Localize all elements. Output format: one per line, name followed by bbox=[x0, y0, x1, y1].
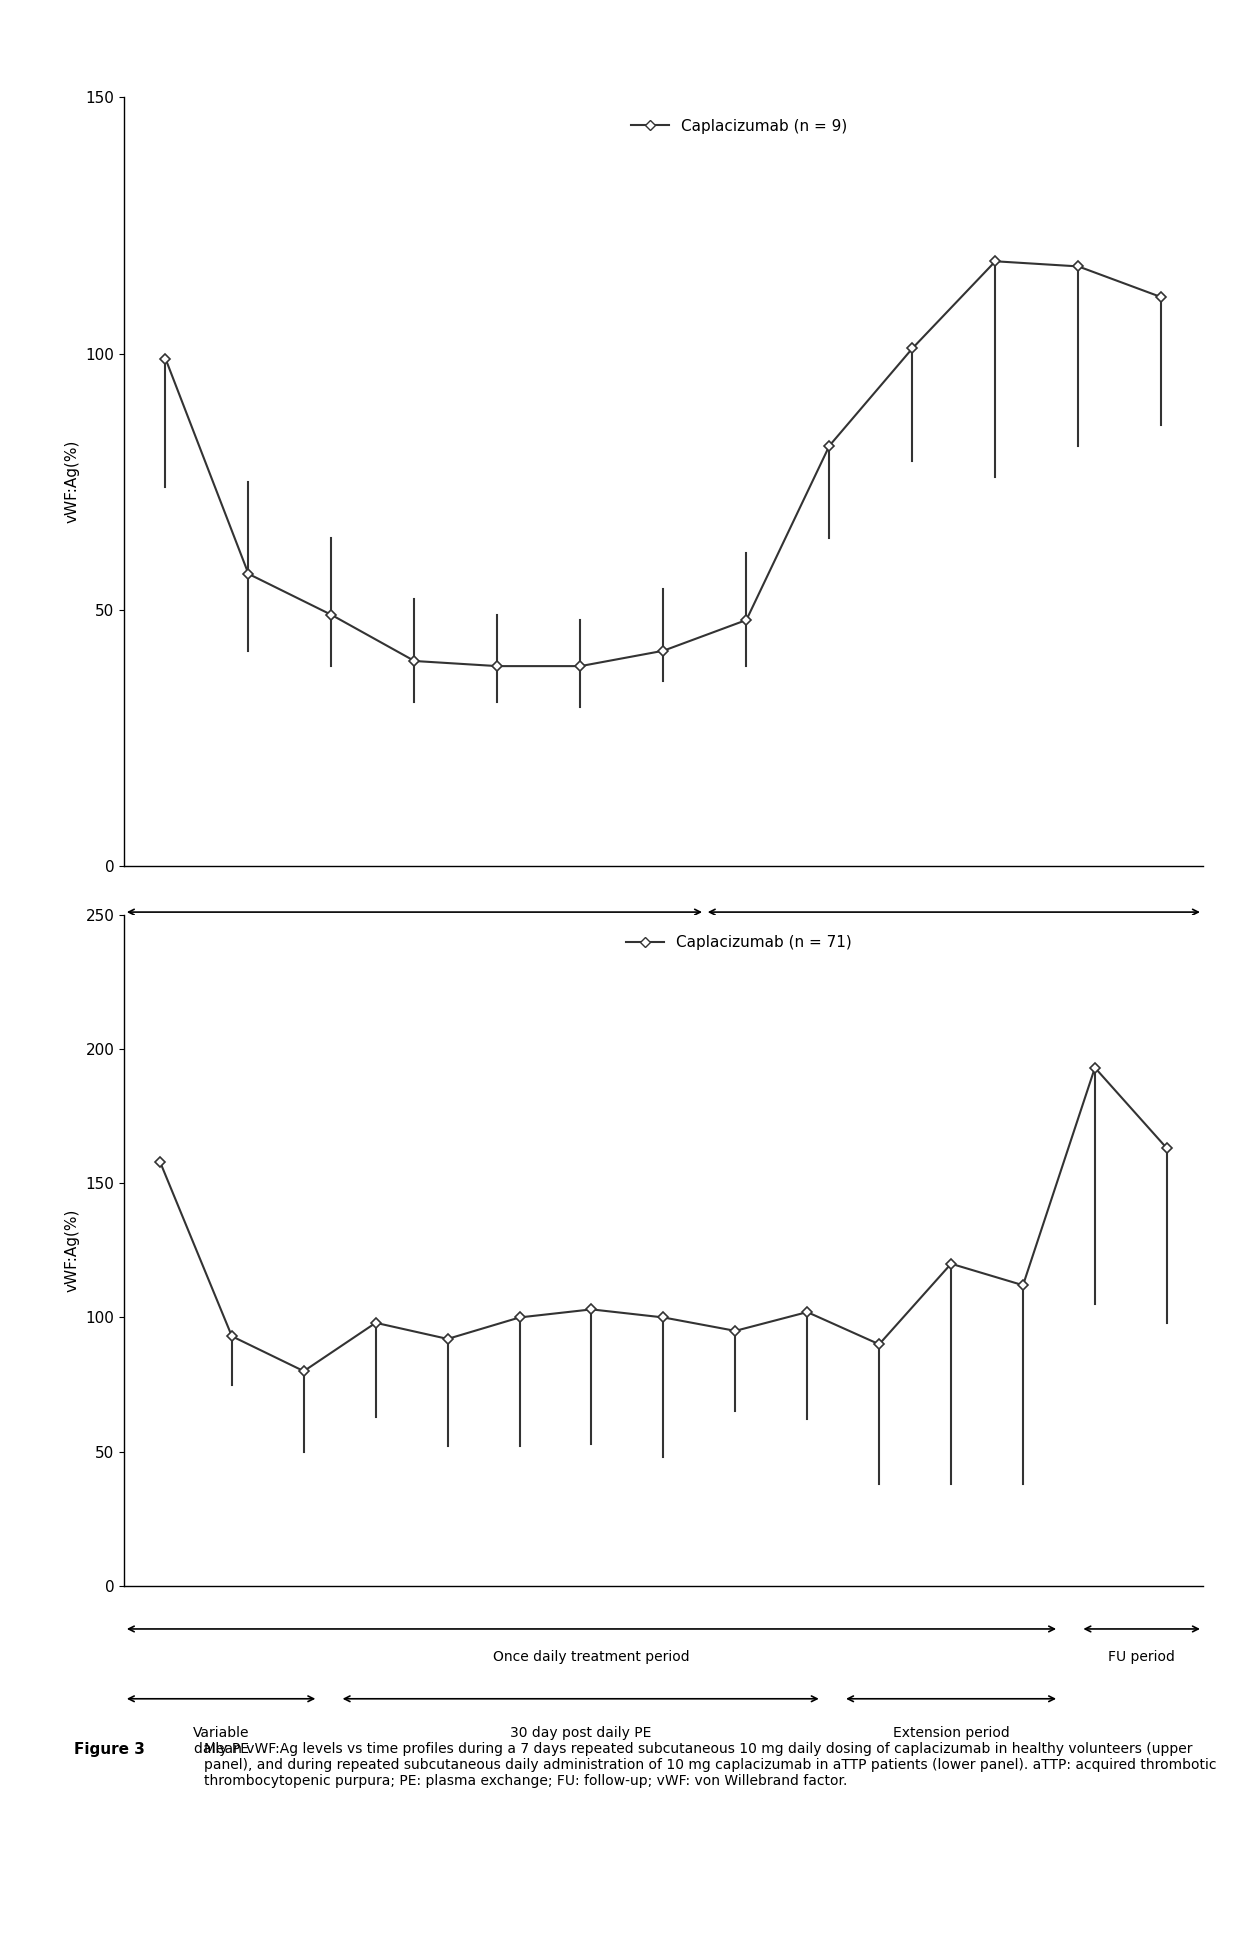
Y-axis label: vWF:Ag(%): vWF:Ag(%) bbox=[64, 1208, 79, 1292]
Text: 30 day post daily PE: 30 day post daily PE bbox=[510, 1726, 651, 1740]
Text: FU period: FU period bbox=[1109, 1650, 1176, 1664]
Text: Mean vWF:Ag levels vs time profiles during a 7 days repeated subcutaneous 10 mg : Mean vWF:Ag levels vs time profiles duri… bbox=[205, 1742, 1216, 1788]
Text: Variable
daily PE: Variable daily PE bbox=[193, 1726, 249, 1755]
Y-axis label: vWF:Ag(%): vWF:Ag(%) bbox=[64, 440, 79, 523]
Legend: Caplacizumab (n = 71): Caplacizumab (n = 71) bbox=[620, 928, 858, 955]
Legend: Caplacizumab (n = 9): Caplacizumab (n = 9) bbox=[625, 113, 853, 140]
Text: Once daily treatment period: Once daily treatment period bbox=[494, 1650, 689, 1664]
Text: Figure 3: Figure 3 bbox=[74, 1742, 145, 1757]
Text: 7 days once daily treatment period: 7 days once daily treatment period bbox=[293, 938, 537, 952]
Text: FU period: FU period bbox=[920, 938, 987, 952]
Text: Extension period: Extension period bbox=[893, 1726, 1009, 1740]
